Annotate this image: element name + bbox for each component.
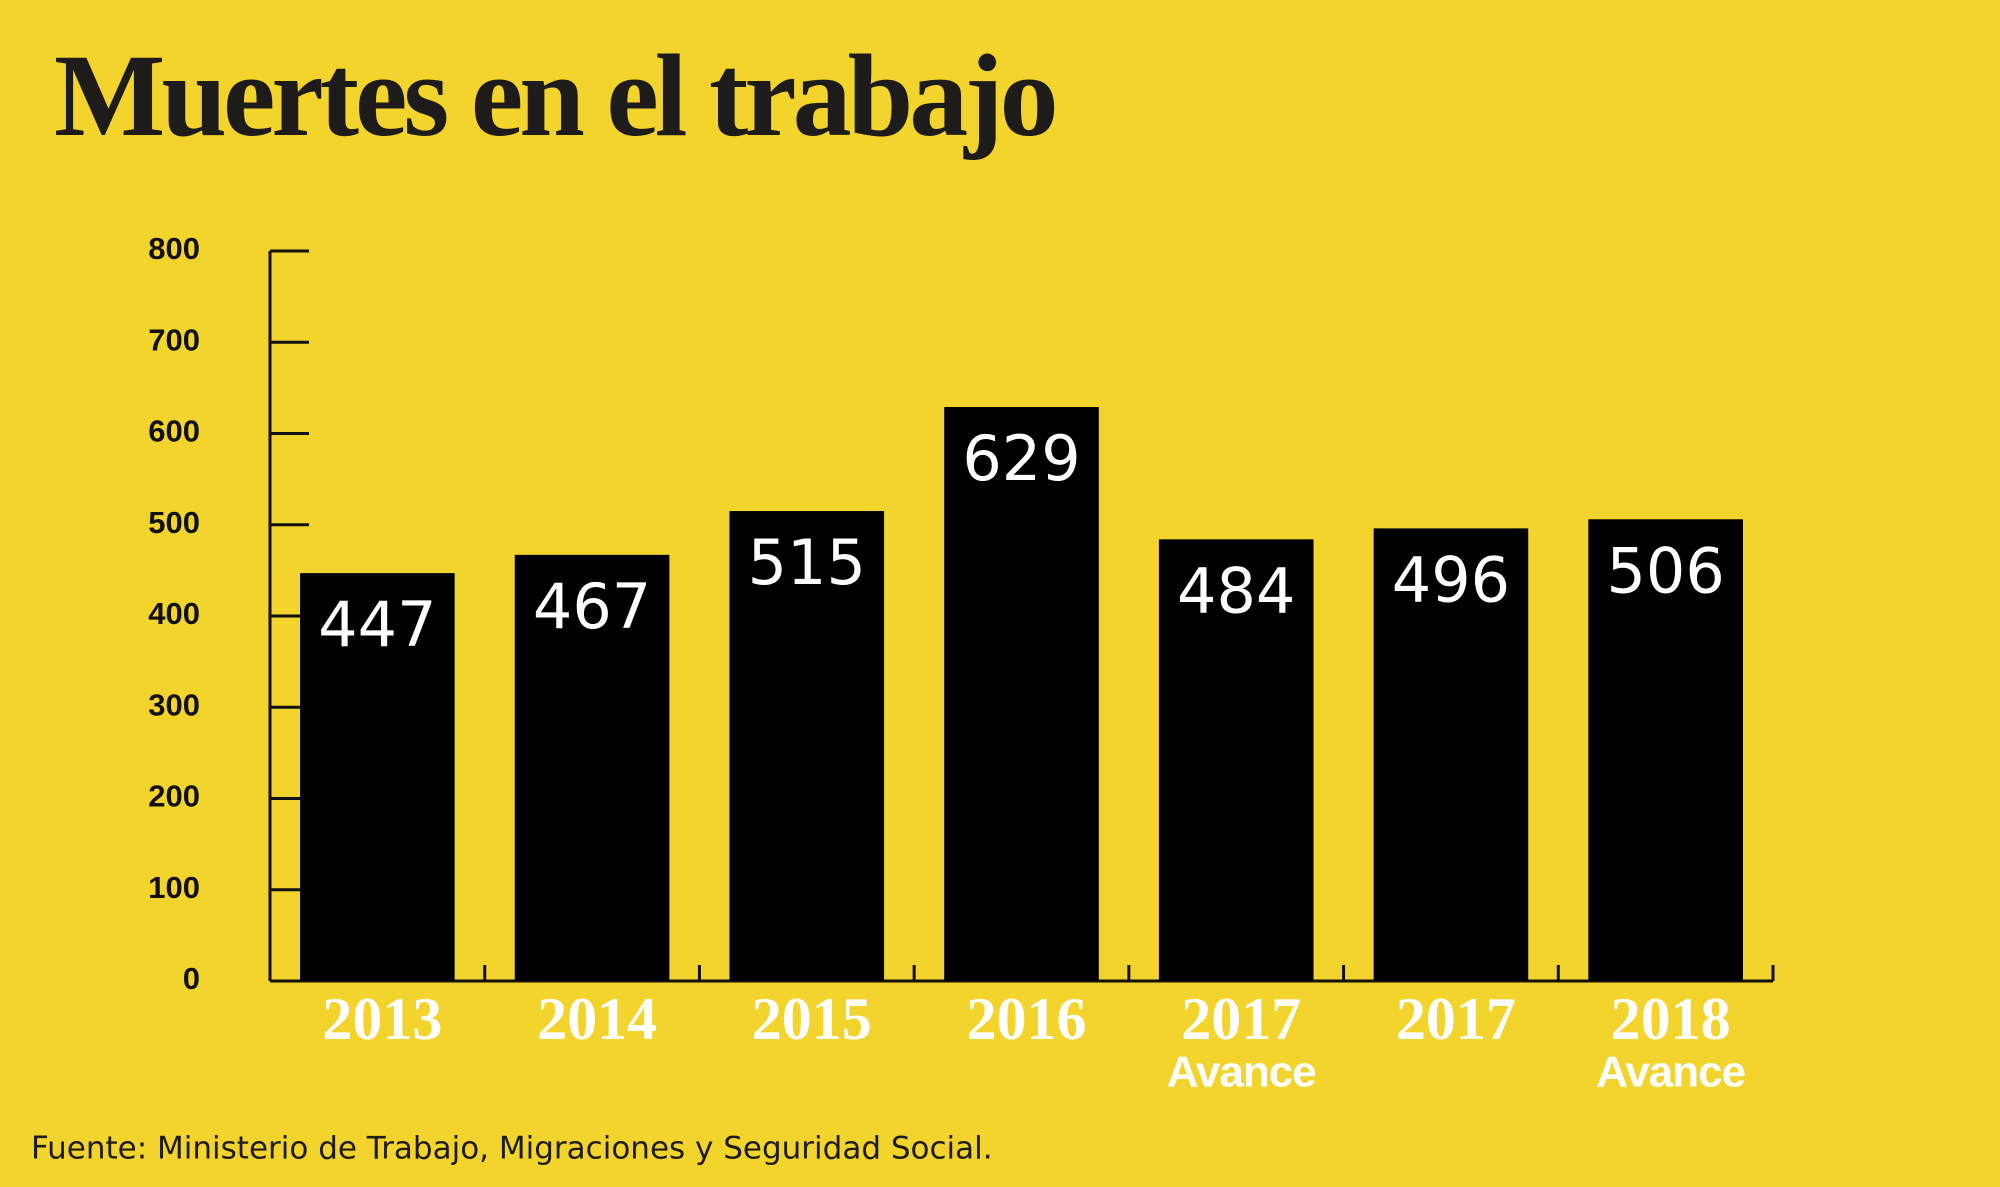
value-label: 629 bbox=[962, 422, 1080, 495]
value-label: 506 bbox=[1606, 534, 1724, 607]
y-tick-label: 700 bbox=[148, 322, 200, 357]
bar bbox=[1158, 539, 1314, 981]
x-tick-label: 2013 bbox=[322, 986, 442, 1052]
bar bbox=[1373, 528, 1529, 981]
x-tick-label: 2014 bbox=[537, 986, 657, 1052]
x-tick-label: 2015 bbox=[752, 986, 872, 1052]
y-tick-label: 200 bbox=[148, 779, 200, 814]
y-tick-label: 300 bbox=[148, 687, 200, 722]
x-tick-label: 2017 bbox=[1181, 986, 1301, 1052]
bar bbox=[1588, 519, 1743, 981]
bar bbox=[944, 407, 1099, 982]
value-label: 447 bbox=[318, 588, 436, 661]
y-tick-label: 0 bbox=[183, 961, 200, 996]
y-tick-label: 800 bbox=[148, 231, 200, 266]
y-tick-label: 400 bbox=[148, 596, 200, 631]
x-tick-note: Avance bbox=[1167, 1048, 1316, 1097]
x-tick-label: 2017 bbox=[1396, 986, 1516, 1052]
x-tick-label: 2018 bbox=[1611, 986, 1731, 1052]
value-label: 484 bbox=[1177, 554, 1295, 627]
y-tick-label: 100 bbox=[148, 870, 200, 905]
y-tick-label: 500 bbox=[148, 505, 200, 540]
value-label: 467 bbox=[533, 570, 651, 643]
x-tick-label: 2016 bbox=[967, 986, 1087, 1052]
y-tick-label: 600 bbox=[148, 414, 200, 449]
bar bbox=[514, 554, 670, 981]
source: Fuente: Ministerio de Trabajo, Migracion… bbox=[31, 1131, 993, 1167]
bar bbox=[300, 573, 455, 981]
chart-title: Muertes en el trabajo bbox=[54, 30, 1055, 161]
value-label: 496 bbox=[1392, 543, 1510, 616]
x-tick-note: Avance bbox=[1596, 1048, 1745, 1097]
bar bbox=[729, 511, 885, 981]
value-label: 515 bbox=[748, 526, 866, 599]
